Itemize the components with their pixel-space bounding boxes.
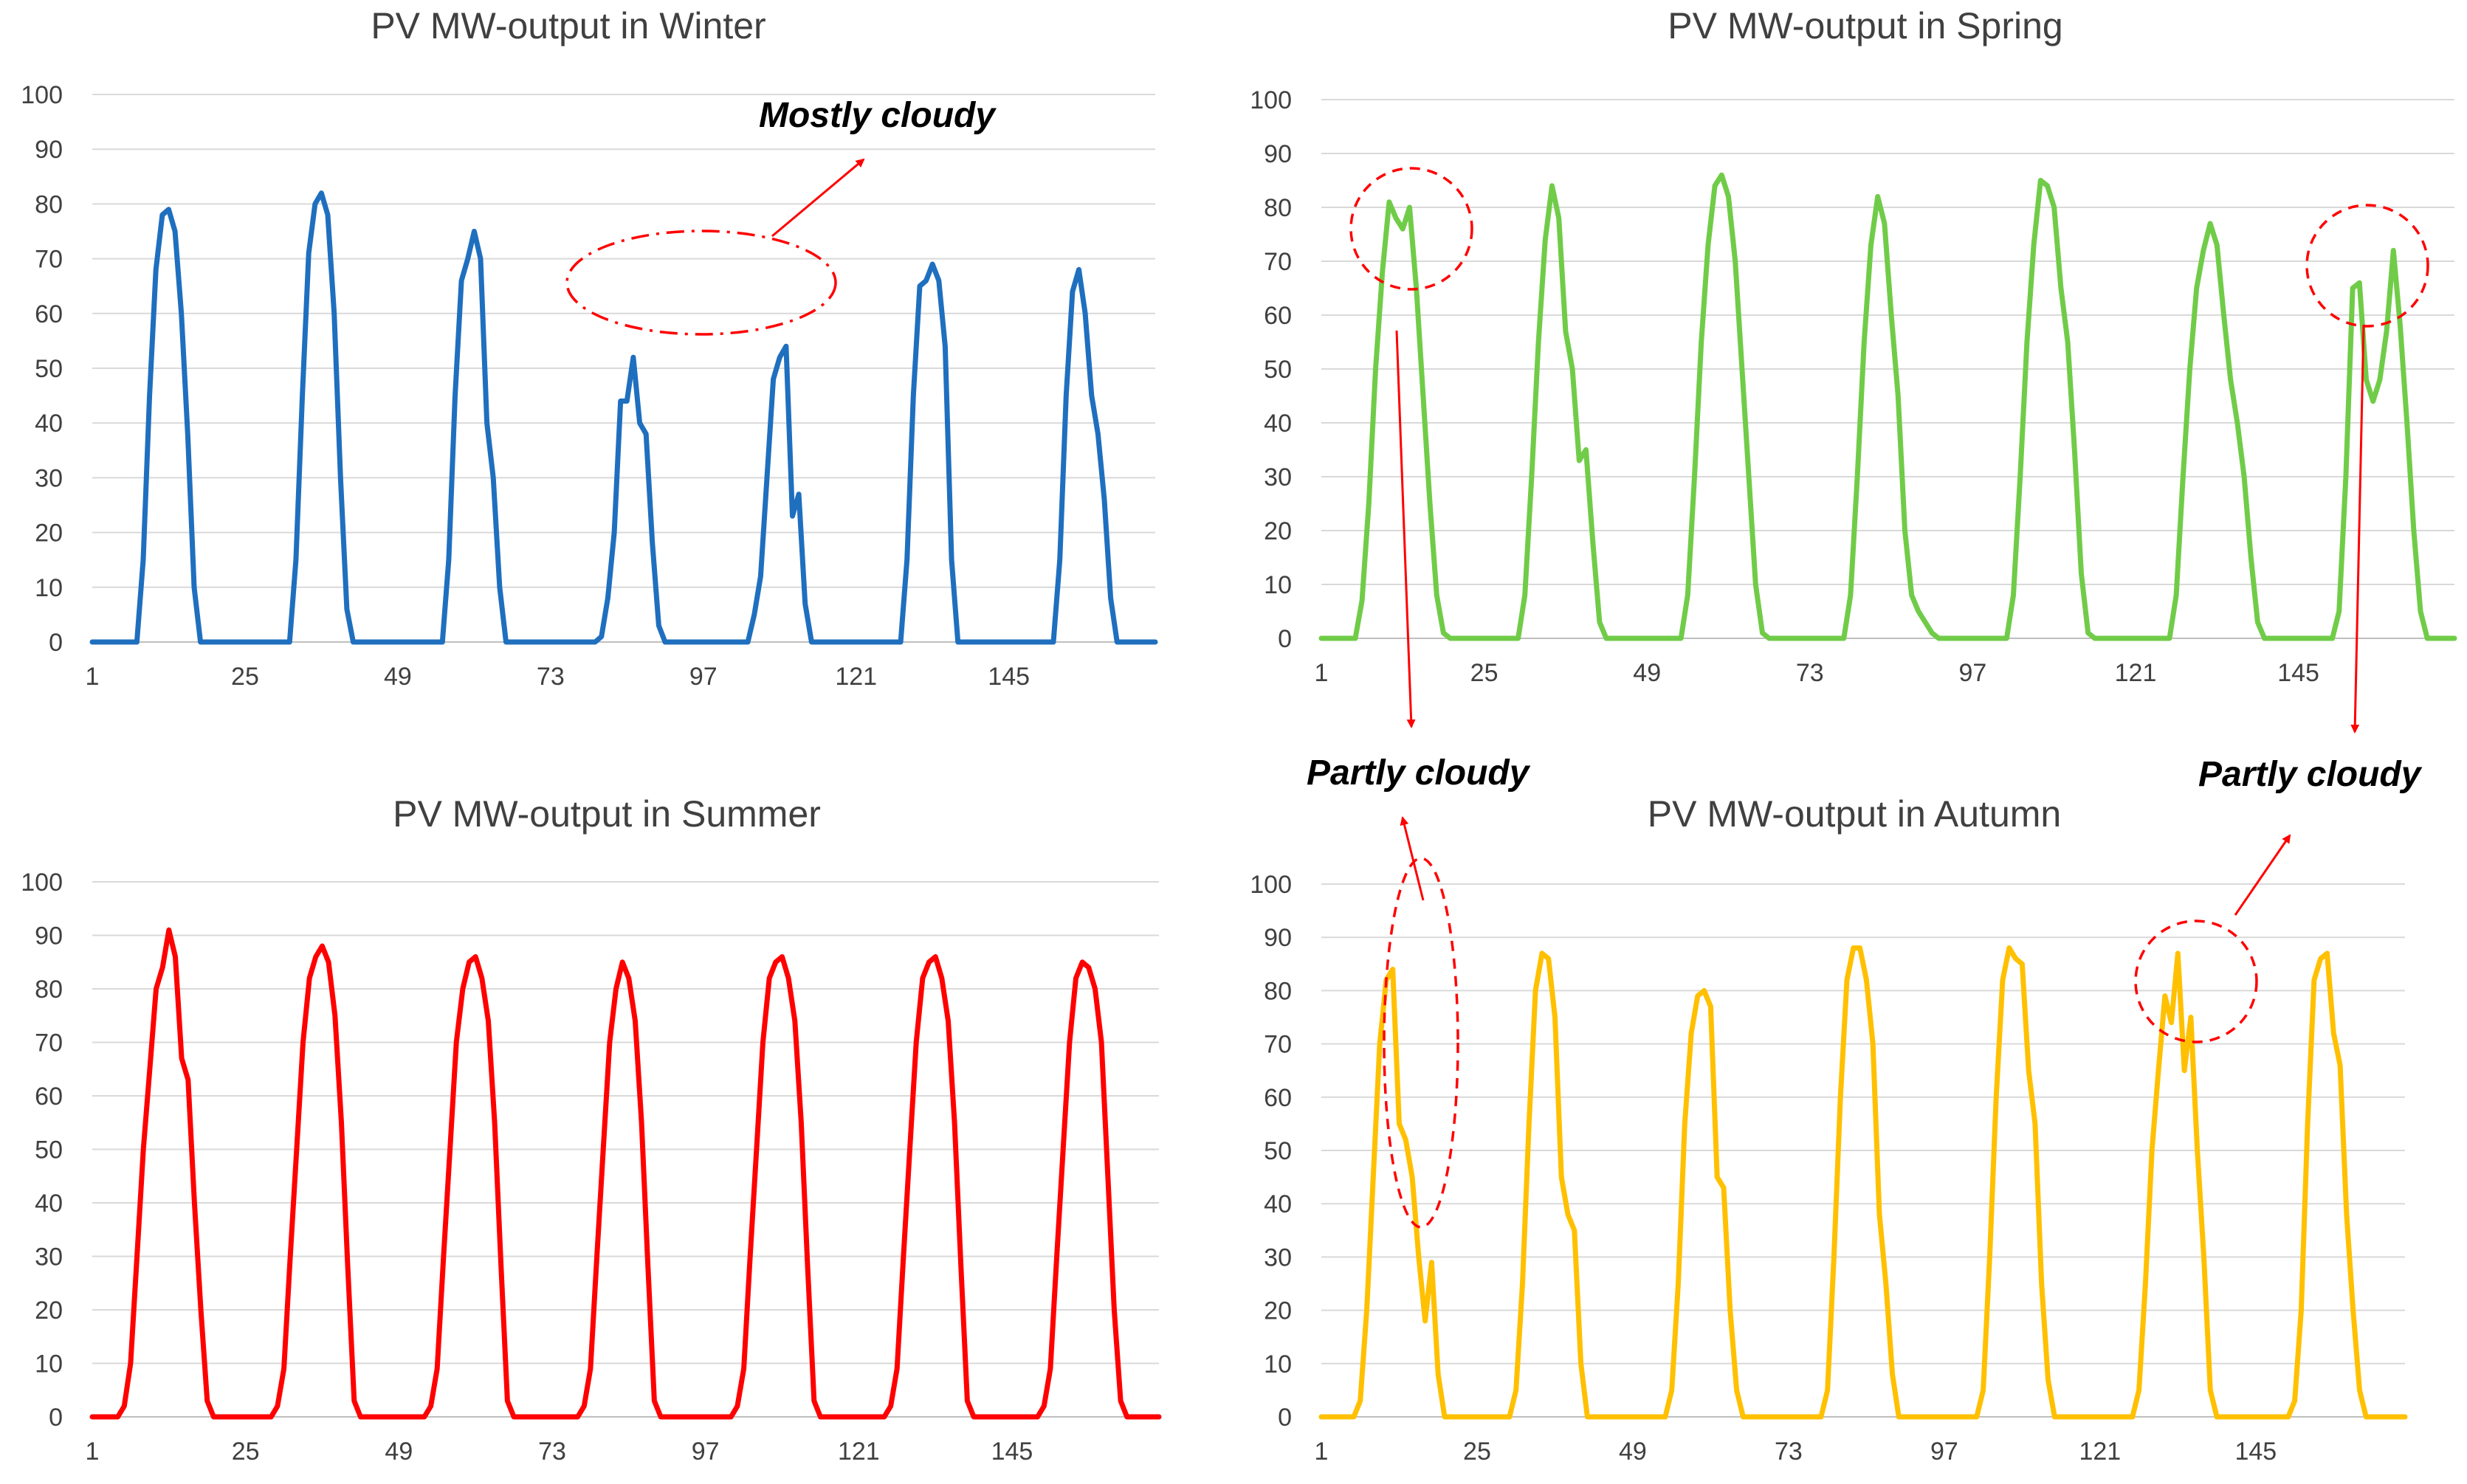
y-tick-label-spring-30: 30: [1264, 463, 1292, 491]
y-tick-label-winter-20: 20: [35, 520, 63, 548]
y-tick-label-summer-50: 50: [35, 1136, 63, 1164]
y-tick-label-spring-100: 100: [1250, 86, 1292, 114]
spring-arrow-left: [1395, 330, 1416, 728]
x-tick-label-spring-1: 1: [1315, 659, 1329, 687]
y-tick-label-summer-70: 70: [35, 1029, 63, 1057]
y-tick-label-autumn-0: 0: [1278, 1404, 1292, 1432]
autumn-arrow-left: [1400, 816, 1425, 901]
series-line-autumn: [1318, 945, 2408, 1420]
chart-title-summer: PV MW-output in Summer: [393, 793, 821, 835]
y-tick-label-spring-80: 80: [1264, 194, 1292, 222]
y-tick-label-summer-30: 30: [35, 1243, 63, 1271]
y-tick-label-autumn-20: 20: [1264, 1297, 1292, 1325]
autumn-arrow-right: [2234, 834, 2291, 916]
y-tick-label-autumn-100: 100: [1250, 871, 1292, 899]
chart-panel-spring: PV MW-output in Spring 0 10 20 30 40 50 60 70 80 9…: [1250, 5, 2457, 687]
y-tick-label-winter-30: 30: [35, 464, 63, 492]
autumn-cloud-ellipse-left: [1383, 857, 1459, 1229]
x-tick-label-spring-145: 145: [2277, 659, 2319, 687]
y-tick-label-spring-10: 10: [1264, 571, 1292, 599]
mostly-cloudy-label: Mostly cloudy: [759, 96, 997, 135]
y-tick-label-spring-20: 20: [1264, 517, 1292, 545]
y-tick-label-spring-60: 60: [1264, 302, 1292, 330]
y-tick-label-autumn-40: 40: [1264, 1190, 1292, 1218]
mostly-cloudy-arrow: [771, 158, 865, 238]
y-tick-label-summer-80: 80: [35, 976, 63, 1004]
y-tick-label-winter-60: 60: [35, 300, 63, 328]
spring-arrow-right: [2350, 324, 2365, 734]
x-tick-label-spring-49: 49: [1633, 659, 1661, 687]
chart-title-autumn: PV MW-output in Autumn: [1648, 793, 2061, 835]
y-tick-label-winter-50: 50: [35, 355, 63, 383]
y-tick-label-autumn-50: 50: [1264, 1137, 1292, 1165]
x-tick-label-summer-121: 121: [838, 1438, 880, 1466]
y-tick-label-summer-60: 60: [35, 1083, 63, 1111]
y-tick-label-autumn-60: 60: [1264, 1084, 1292, 1112]
chart-title-winter: PV MW-output in Winter: [371, 5, 765, 46]
spring-cloud-circle-left: [1349, 167, 1473, 291]
series-line-spring: [1318, 172, 2457, 641]
y-tick-label-autumn-80: 80: [1264, 977, 1292, 1005]
x-tick-label-winter-1: 1: [86, 663, 100, 691]
y-tick-label-winter-0: 0: [49, 629, 63, 657]
y-tick-label-autumn-70: 70: [1264, 1031, 1292, 1059]
x-tick-label-autumn-25: 25: [1463, 1438, 1491, 1466]
x-tick-label-spring-121: 121: [2115, 659, 2157, 687]
y-tick-label-summer-20: 20: [35, 1297, 63, 1325]
x-tick-label-spring-73: 73: [1796, 659, 1824, 687]
x-tick-label-autumn-73: 73: [1775, 1438, 1803, 1466]
y-tick-label-summer-10: 10: [35, 1350, 63, 1378]
chart-panel-summer: PV MW-output in Summer 0 10 20 30 40 50 60 70 80 9…: [21, 793, 1162, 1466]
y-tick-label-winter-40: 40: [35, 410, 63, 438]
chart-panel-winter: PV MW-output in Winter 0 10 20 30 40 50 60 70 80 9…: [21, 5, 1158, 691]
y-tick-label-winter-100: 100: [21, 81, 63, 109]
y-tick-label-summer-100: 100: [21, 869, 63, 897]
spring-partly-cloudy-label-left: Partly cloudy: [1307, 753, 1531, 793]
x-tick-label-autumn-121: 121: [2079, 1438, 2121, 1466]
x-tick-label-summer-73: 73: [538, 1438, 566, 1466]
y-tick-label-autumn-30: 30: [1264, 1243, 1292, 1271]
y-tick-label-spring-50: 50: [1264, 356, 1292, 384]
chart-title-spring: PV MW-output in Spring: [1668, 5, 2062, 46]
series-line-winter: [89, 190, 1158, 645]
spring-partly-cloudy-label-right: Partly cloudy: [2198, 755, 2423, 794]
y-tick-label-winter-70: 70: [35, 246, 63, 274]
autumn-cloud-circle-right: [2134, 919, 2258, 1043]
y-tick-label-summer-90: 90: [35, 922, 63, 950]
y-tick-label-winter-80: 80: [35, 190, 63, 218]
y-tick-label-summer-40: 40: [35, 1190, 63, 1218]
x-tick-label-summer-49: 49: [385, 1438, 413, 1466]
series-line-summer: [89, 927, 1162, 1420]
x-tick-label-spring-25: 25: [1470, 659, 1499, 687]
x-tick-label-spring-97: 97: [1958, 659, 1986, 687]
y-tick-label-autumn-90: 90: [1264, 924, 1292, 952]
y-tick-label-winter-90: 90: [35, 136, 63, 164]
x-tick-label-summer-97: 97: [692, 1438, 720, 1466]
chart-panel-autumn: PV MW-output in Autumn 0 10 20 30 40 50 60 70 80 9…: [1250, 793, 2408, 1466]
x-tick-label-autumn-49: 49: [1619, 1438, 1647, 1466]
x-tick-label-autumn-1: 1: [1315, 1438, 1329, 1466]
y-tick-label-spring-90: 90: [1264, 140, 1292, 168]
x-tick-label-winter-97: 97: [689, 663, 718, 691]
x-tick-label-autumn-97: 97: [1930, 1438, 1958, 1466]
annotations-layer: Mostly cloudy Partly cloudy Partly cloud…: [565, 96, 2429, 1229]
x-tick-label-autumn-145: 145: [2234, 1438, 2277, 1466]
x-tick-label-winter-73: 73: [537, 663, 565, 691]
x-tick-label-winter-121: 121: [835, 663, 877, 691]
x-tick-label-summer-1: 1: [86, 1438, 100, 1466]
x-tick-label-summer-25: 25: [232, 1438, 260, 1466]
x-tick-label-winter-49: 49: [384, 663, 412, 691]
y-tick-label-spring-40: 40: [1264, 410, 1292, 438]
spring-cloud-circle-right: [2305, 204, 2429, 328]
y-tick-label-summer-0: 0: [49, 1404, 63, 1432]
mostly-cloudy-ellipse: [565, 229, 837, 336]
y-tick-label-winter-10: 10: [35, 574, 63, 602]
y-tick-label-spring-0: 0: [1278, 625, 1292, 653]
y-tick-label-autumn-10: 10: [1264, 1350, 1292, 1378]
y-tick-label-spring-70: 70: [1264, 248, 1292, 276]
x-tick-label-winter-25: 25: [231, 663, 259, 691]
x-tick-label-winter-145: 145: [988, 663, 1030, 691]
x-tick-label-summer-145: 145: [991, 1438, 1033, 1466]
